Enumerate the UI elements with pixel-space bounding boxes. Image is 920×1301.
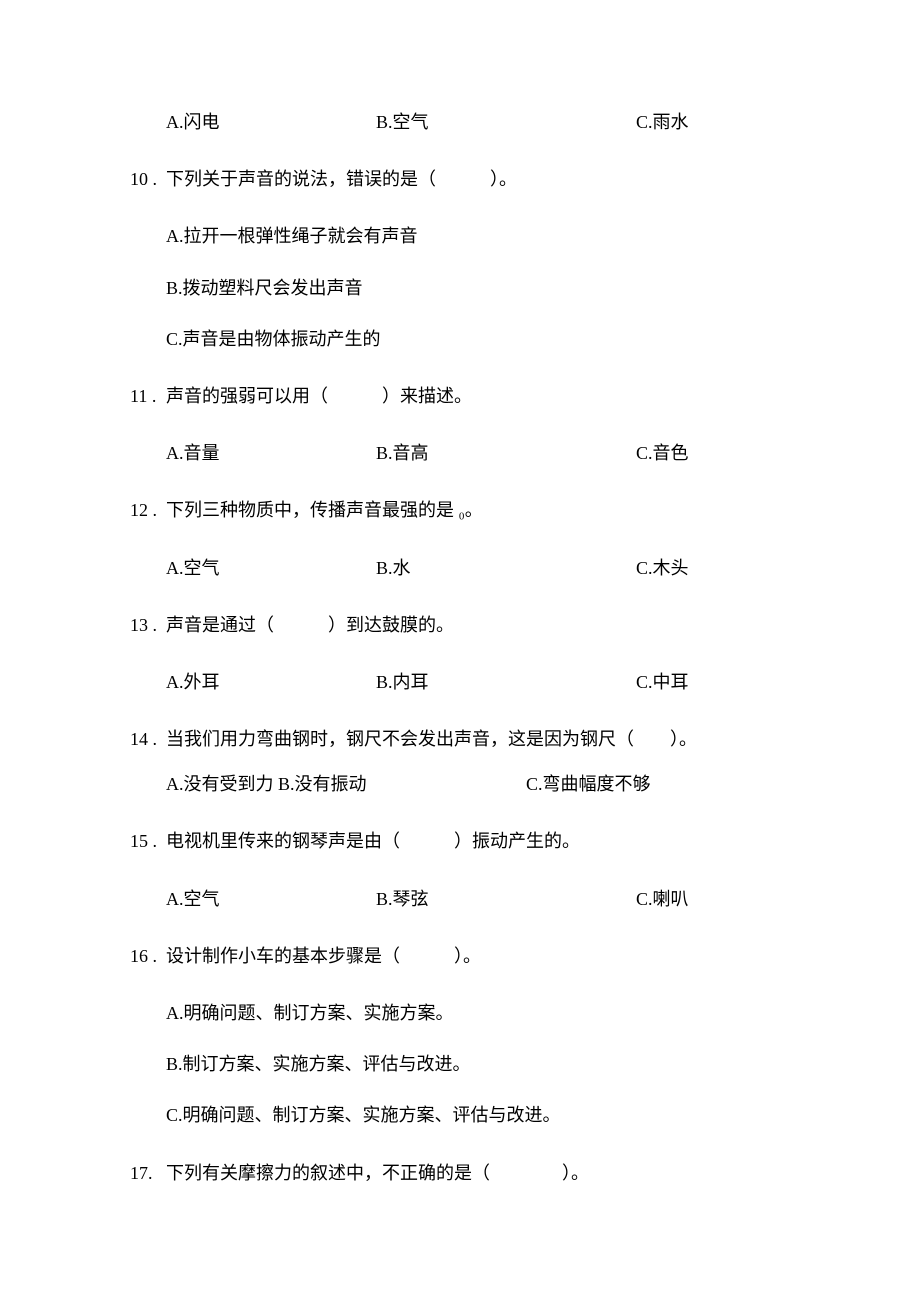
- choice-a: A.拉开一根弹性绳子就会有声音: [166, 224, 790, 249]
- q11-choices: A.音量 B.音高 C.音色: [166, 441, 790, 466]
- q10-choices: A.拉开一根弹性绳子就会有声音 B.拨动塑料尺会发出声音 C.声音是由物体振动产…: [166, 224, 790, 352]
- choice-a: A.闪电: [166, 110, 376, 135]
- question-number: 12 .: [130, 498, 166, 523]
- q13: 13 . 声音是通过（ ）到达鼓膜的。: [130, 613, 790, 638]
- choice-b: B.空气: [376, 110, 636, 135]
- question-number: 13 .: [130, 613, 166, 638]
- choice-c: C.音色: [636, 441, 790, 466]
- question-number: 15 .: [130, 829, 166, 854]
- q11: 11 . 声音的强弱可以用（ ）来描述。: [130, 384, 790, 409]
- q16-choices: A.明确问题、制订方案、实施方案。 B.制订方案、实施方案、评估与改进。 C.明…: [166, 1001, 790, 1129]
- document-page: A.闪电 B.空气 C.雨水 10 . 下列关于声音的说法，错误的是（ ）。 A…: [0, 0, 920, 1186]
- question-number: 11 .: [130, 384, 166, 409]
- question-text: 下列关于声音的说法，错误的是（ ）。: [166, 167, 790, 192]
- choice-c: C.木头: [636, 556, 790, 581]
- choice-c: C.中耳: [636, 670, 790, 695]
- choice-b: B.水: [376, 556, 636, 581]
- choice-b: B.制订方案、实施方案、评估与改进。: [166, 1052, 790, 1077]
- choice-b: B.内耳: [376, 670, 636, 695]
- question-text: 当我们用力弯曲钢时，钢尺不会发出声音，这是因为钢尺（ ）。: [166, 727, 790, 752]
- q15-choices: A.空气 B.琴弦 C.喇叭: [166, 887, 790, 912]
- question-number: 10 .: [130, 167, 166, 192]
- choice-a: A.空气: [166, 556, 376, 581]
- question-text: 下列有关摩擦力的叙述中，不正确的是（ ）。: [166, 1161, 790, 1186]
- q12: 12 . 下列三种物质中，传播声音最强的是 ₀。: [130, 498, 790, 523]
- q10: 10 . 下列关于声音的说法，错误的是（ ）。: [130, 167, 790, 192]
- choice-a: A.明确问题、制订方案、实施方案。: [166, 1001, 790, 1026]
- q14: 14 . 当我们用力弯曲钢时，钢尺不会发出声音，这是因为钢尺（ ）。: [130, 727, 790, 752]
- question-number: 17.: [130, 1161, 166, 1186]
- choice-c: C.弯曲幅度不够: [526, 772, 651, 797]
- question-number: 16 .: [130, 944, 166, 969]
- q17: 17. 下列有关摩擦力的叙述中，不正确的是（ ）。: [130, 1161, 790, 1186]
- choice-b: B.音高: [376, 441, 636, 466]
- choice-a: A.外耳: [166, 670, 376, 695]
- q13-choices: A.外耳 B.内耳 C.中耳: [166, 670, 790, 695]
- choice-a: A.音量: [166, 441, 376, 466]
- q16: 16 . 设计制作小车的基本步骤是（ ）。: [130, 944, 790, 969]
- q12-choices: A.空气 B.水 C.木头: [166, 556, 790, 581]
- question-number: 14 .: [130, 727, 166, 752]
- choice-c: C.喇叭: [636, 887, 790, 912]
- choice-c: C.雨水: [636, 110, 790, 135]
- question-text: 电视机里传来的钢琴声是由（ ）振动产生的。: [166, 829, 790, 854]
- question-text: 声音的强弱可以用（ ）来描述。: [166, 384, 790, 409]
- choice-c: C.明确问题、制订方案、实施方案、评估与改进。: [166, 1103, 790, 1128]
- choice-ab: A.没有受到力 B.没有振动: [166, 772, 526, 797]
- choice-b: B.拨动塑料尺会发出声音: [166, 276, 790, 301]
- choice-b: B.琴弦: [376, 887, 636, 912]
- q9-choices: A.闪电 B.空气 C.雨水: [166, 110, 790, 135]
- choice-c: C.声音是由物体振动产生的: [166, 327, 790, 352]
- q14-choices: A.没有受到力 B.没有振动 C.弯曲幅度不够: [166, 772, 790, 797]
- question-text: 声音是通过（ ）到达鼓膜的。: [166, 613, 790, 638]
- question-text: 设计制作小车的基本步骤是（ ）。: [166, 944, 790, 969]
- q15: 15 . 电视机里传来的钢琴声是由（ ）振动产生的。: [130, 829, 790, 854]
- choice-a: A.空气: [166, 887, 376, 912]
- question-text: 下列三种物质中，传播声音最强的是 ₀。: [166, 498, 790, 523]
